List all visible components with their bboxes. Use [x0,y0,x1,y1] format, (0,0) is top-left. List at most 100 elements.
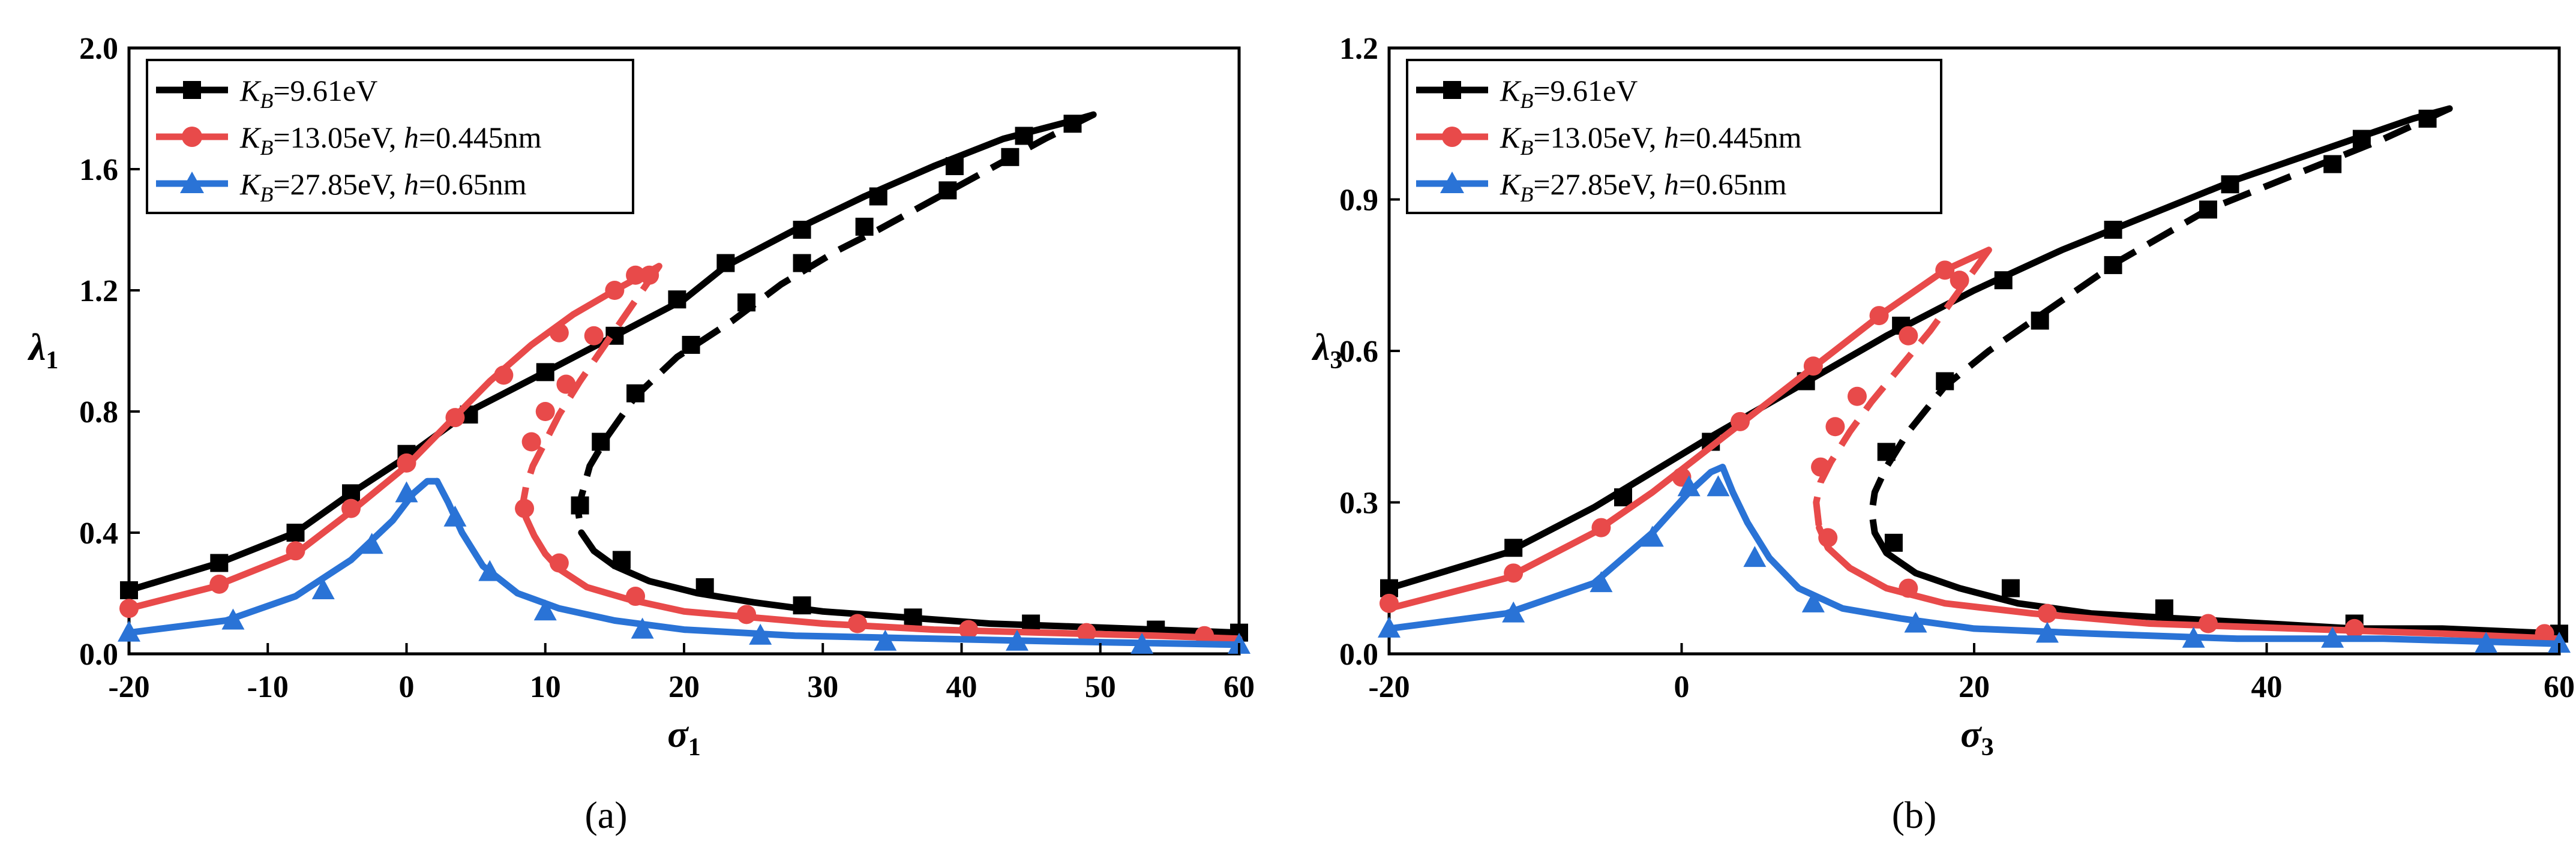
series-line-stable-lower [1871,529,2563,637]
data-point-circle [1899,326,1918,346]
legend-label-kb961-b: KB=9.61eV [1500,74,1638,113]
data-point-circle [1195,626,1214,645]
data-point-square [737,293,756,312]
legend-h-value: =0.445nm [1679,121,1802,154]
data-point-circle [341,498,361,518]
y-axis-label-b: λ3 [1311,326,1342,374]
y-tick-label: 1.2 [1339,32,1378,66]
data-point-square [210,554,229,572]
data-point-circle [1899,578,1918,598]
legend-kb-value: =9.61eV [273,74,377,107]
x-tick-label: 10 [530,670,561,704]
legend-kb-value: =27.85eV, [273,167,404,201]
legend-b: KB=9.61eV KB=13.05eV, h=0.445nm KB=27.85… [1406,59,1942,214]
y-tick-label: 0.8 [79,395,118,429]
legend-h-value: =0.65nm [419,167,527,201]
data-point-circle [1380,593,1399,613]
legend-kb-value: =9.61eV [1533,74,1638,107]
data-point-triangle [395,481,418,503]
legend-kb-value: =27.85eV, [1533,167,1664,201]
x-axis-symbol-a: σ [667,713,689,755]
data-point-square [1015,127,1033,145]
legend-label-kb1305-b: KB=13.05eV, h=0.445nm [1500,121,1802,160]
data-point-circle [2344,618,2364,638]
x-tick-label: 0 [1674,670,1690,704]
data-point-square [1001,148,1019,166]
data-point-triangle [1130,632,1154,654]
legend-kb-symbol: K [1500,121,1522,154]
data-point-triangle [2182,626,2205,648]
data-point-square [855,217,874,236]
data-point-square [2352,130,2371,148]
x-axis-label-b: σ3 [1960,713,1994,761]
legend-marker-square-b [1443,81,1461,99]
legend-marker-circle-a [182,127,202,147]
data-point-triangle [1707,475,1730,497]
series-line-stable-upper [1386,464,1726,632]
data-point-circle [515,498,535,518]
y-axis-sub-b: 3 [1330,347,1342,374]
series-line-stable-upper [125,111,1097,594]
x-tick-label: 20 [1959,670,1990,704]
legend-kb-symbol: K [239,167,262,201]
x-tick-label: -20 [1368,670,1410,704]
legend-marker-circle-b [1442,127,1462,147]
data-point-circle [2199,614,2218,633]
series-black [120,111,1248,642]
legend-kb-symbol: K [239,74,262,107]
x-tick-label: 40 [2251,670,2283,704]
data-point-square [2418,109,2437,128]
data-point-square [536,363,554,382]
data-point-circle [1818,528,1838,548]
legend-kb-sub: B [1520,89,1533,113]
data-point-triangle [360,533,383,554]
data-point-circle [397,453,416,473]
data-point-triangle [533,599,557,621]
x-tick-label: 20 [668,670,700,704]
legend-label-kb2785-b: KB=27.85eV, h=0.65nm [1500,167,1787,206]
series-layer-b [1378,105,2571,653]
series-line-stable-lower [1719,464,2563,647]
y-tick-label: 1.2 [79,274,118,308]
legend-h-symbol: h [404,167,419,201]
data-point-triangle [631,617,654,639]
data-point-square [793,596,811,615]
x-axis-symbol-b: σ [1960,713,1982,755]
data-point-square [945,157,964,175]
data-point-triangle [1743,546,1767,567]
y-axis-sub-a: 1 [46,347,58,374]
data-point-square [1877,443,1896,461]
legend-h-value: =0.445nm [419,121,542,154]
data-point-square [668,290,686,309]
data-point-circle [286,541,305,561]
data-point-square [1884,533,1903,552]
data-point-square [938,181,957,200]
panel-label-b: (b) [1892,794,1937,836]
data-point-square [869,187,887,206]
data-point-triangle [311,578,335,599]
x-axis-sub-b: 3 [1981,734,1994,761]
legend-kb-symbol: K [1500,167,1522,201]
data-point-circle [1076,623,1096,642]
y-tick-label: 1.6 [79,153,118,187]
data-point-triangle [2321,626,2344,648]
data-point-circle [959,620,979,639]
data-point-square [2104,256,2122,274]
data-point-square [695,578,714,596]
x-tick-label: 0 [399,670,415,704]
series-line-stable-upper [125,263,662,612]
panel-label-a: (a) [584,794,627,836]
data-point-circle [1504,563,1524,583]
legend-marker-square-a [183,81,201,99]
data-point-circle [1731,412,1750,431]
data-point-square [2199,200,2217,219]
chart-panel-a: -20 -10 0 10 20 30 40 50 600.00.40.81.21.62.0 KB… [27,32,1255,836]
legend-h-symbol: h [404,121,419,154]
y-tick-label: 0.3 [1339,486,1378,521]
legend-a: KB=9.61eV KB=13.05eV, h=0.445nm KB=27.85… [146,59,634,214]
data-point-circle [1935,260,1955,280]
legend-kb-sub: B [260,136,273,160]
data-point-circle [2535,624,2554,644]
data-point-circle [521,432,541,452]
y-tick-label: 0.6 [1339,335,1378,369]
